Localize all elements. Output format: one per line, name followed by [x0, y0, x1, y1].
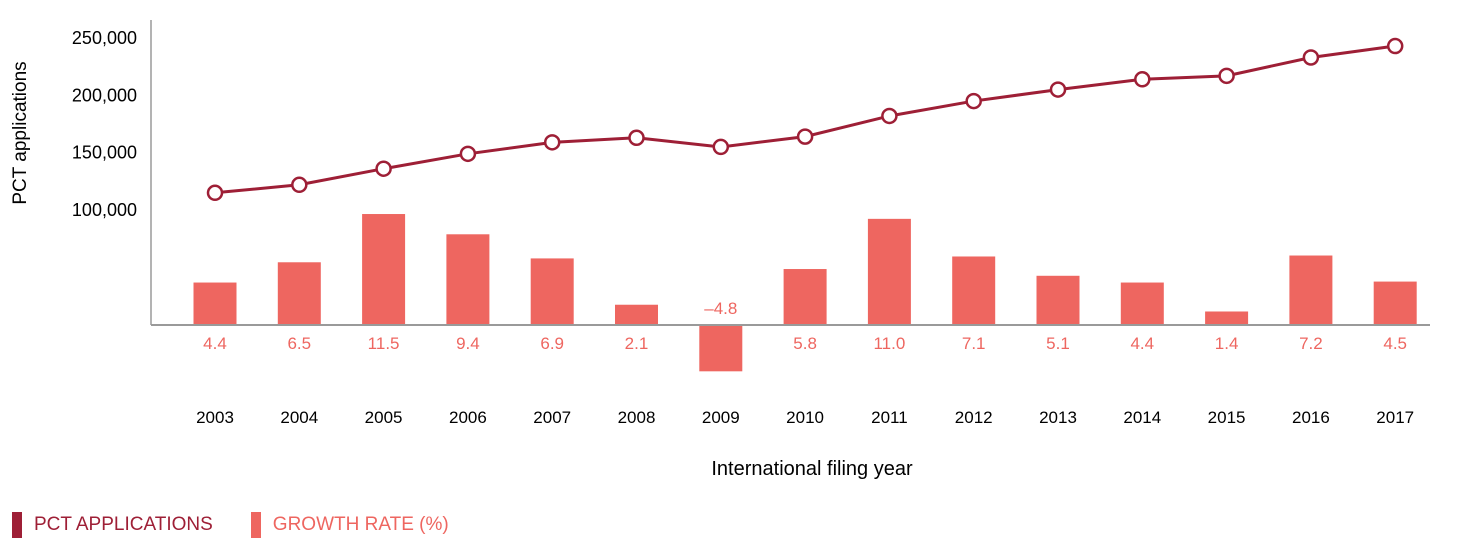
y-tick-label: 150,000	[72, 143, 137, 163]
bar-value-label: 6.5	[287, 334, 311, 353]
bar-value-label: 5.1	[1046, 334, 1070, 353]
x-tick-label: 2007	[533, 408, 571, 427]
x-tick-label: 2008	[618, 408, 656, 427]
bar	[699, 325, 743, 372]
legend-item-applications: PCT APPLICATIONS	[12, 512, 213, 538]
bar-value-label: 2.1	[625, 334, 649, 353]
x-tick-label: 2003	[196, 408, 234, 427]
bar	[1120, 282, 1164, 325]
bar	[783, 269, 827, 325]
bar	[277, 262, 321, 325]
x-tick-label: 2012	[955, 408, 993, 427]
x-tick-label: 2006	[449, 408, 487, 427]
line-point	[712, 138, 730, 156]
bar-value-label: 7.2	[1299, 334, 1323, 353]
line-point	[1134, 71, 1151, 88]
bar-value-label: 11.5	[368, 334, 400, 353]
y-tick-label: 100,000	[72, 200, 137, 220]
line-point	[1386, 37, 1404, 55]
bar	[446, 234, 490, 325]
bar-value-label: 9.4	[456, 334, 480, 353]
x-tick-label: 2004	[280, 408, 318, 427]
line-point	[796, 128, 814, 145]
bar-value-label: 4.4	[203, 334, 227, 353]
line-point	[291, 176, 308, 194]
x-tick-label: 2014	[1123, 408, 1161, 427]
bar	[362, 214, 406, 325]
x-tick-label: 2015	[1208, 408, 1246, 427]
bar-value-label: 4.4	[1130, 334, 1154, 353]
bar	[1205, 311, 1249, 325]
line-point	[1218, 67, 1235, 85]
x-axis-label: International filing year	[711, 458, 913, 480]
legend-swatch-growth	[250, 512, 261, 538]
line-point	[1302, 49, 1320, 66]
bar-value-label: 11.0	[873, 334, 905, 353]
bar-value-label: 4.5	[1383, 334, 1407, 353]
bar	[952, 256, 996, 325]
line-point	[881, 107, 898, 125]
y-tick-label: 200,000	[72, 85, 137, 105]
bar-value-label: 7.1	[962, 334, 986, 353]
x-tick-label: 2013	[1039, 408, 1077, 427]
line-point	[543, 134, 561, 151]
y-axis-label: PCT applications	[10, 61, 31, 204]
line-point	[628, 129, 645, 147]
bar	[1036, 275, 1080, 325]
x-tick-label: 2011	[871, 408, 908, 427]
line-point	[1049, 81, 1067, 98]
bar	[1373, 281, 1417, 325]
line-point	[375, 160, 392, 177]
x-tick-label: 2005	[365, 408, 403, 427]
line-point	[206, 184, 224, 202]
bar	[867, 218, 911, 325]
bar-value-label: 5.8	[793, 334, 817, 353]
line-point	[459, 145, 477, 163]
legend-item-growth: GROWTH RATE (%)	[250, 512, 449, 538]
bar-value-label: 6.9	[540, 334, 564, 353]
bar	[530, 258, 574, 325]
bar-value-label: –4.8	[704, 299, 737, 318]
bar	[1289, 255, 1333, 325]
x-tick-label: 2009	[702, 408, 740, 427]
line-point	[965, 92, 982, 110]
bar-value-label: 1.4	[1215, 334, 1239, 353]
x-tick-label: 2017	[1376, 408, 1414, 427]
legend: PCT APPLICATIONS GROWTH RATE (%)	[12, 510, 487, 540]
x-tick-label: 2016	[1292, 408, 1330, 427]
line-series	[214, 44, 1396, 195]
legend-label-growth: GROWTH RATE (%)	[272, 514, 449, 535]
legend-label-applications: PCT APPLICATIONS	[34, 514, 213, 535]
y-tick-label: 250,000	[72, 28, 137, 48]
legend-swatch-applications	[12, 512, 22, 538]
bar	[193, 282, 237, 325]
bar	[615, 304, 658, 325]
x-tick-label: 2010	[786, 408, 824, 427]
